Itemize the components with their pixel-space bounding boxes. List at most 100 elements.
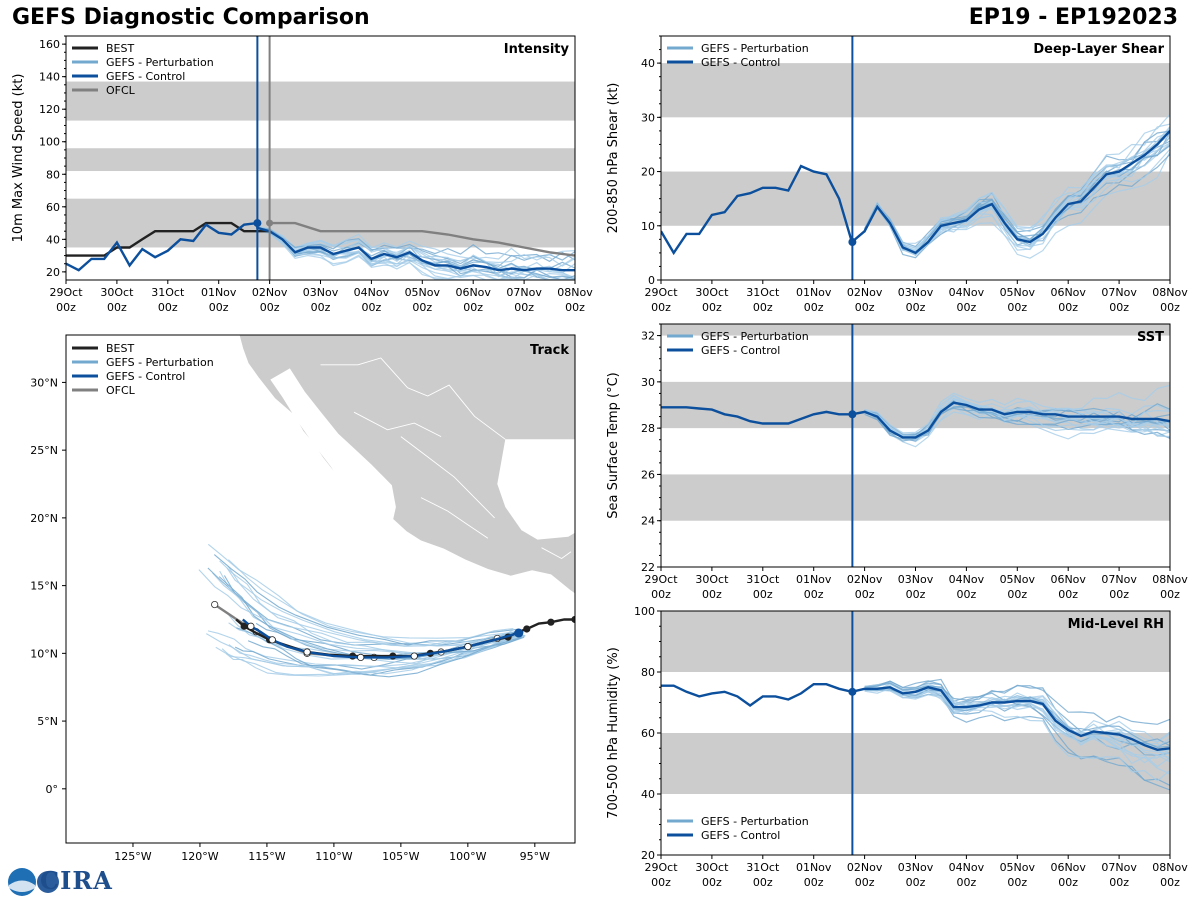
control-track-point	[303, 648, 311, 656]
sst-xtick-label: 01Nov	[796, 573, 832, 586]
intensity-xtick-label: 07Nov	[506, 286, 542, 299]
perturbation-track	[219, 570, 515, 656]
intensity-xtick-label: 29Oct	[49, 286, 83, 299]
rh-band-0	[661, 733, 1170, 794]
intensity-perturbation-line	[257, 225, 575, 277]
sst-xtick-sublabel: 00z	[1007, 588, 1027, 601]
sst-xtick-sublabel: 00z	[957, 588, 977, 601]
sst-ytick-label: 28	[641, 422, 655, 435]
sst-gefs-control-line	[661, 401, 1170, 439]
intensity-xtick-sublabel: 00z	[311, 301, 331, 314]
shear-ytick-label: 0	[648, 274, 655, 287]
sst-perturbation-line	[864, 403, 1170, 439]
shear-xtick-label: 02Nov	[847, 286, 883, 299]
shear-panel: 0 10 20 30 40 29Oct 00z 30Oct 00z 31Oct 00z 01Nov 00…	[606, 35, 1188, 314]
rh-ytick-label: 80	[641, 666, 655, 679]
sst-legend-label: GEFS - Control	[701, 344, 780, 357]
control-track-start	[514, 628, 524, 638]
rh-xtick-label: 30Oct	[695, 861, 729, 874]
track-legend-label: GEFS - Perturbation	[106, 356, 214, 369]
rh-plot-area	[661, 611, 1170, 855]
shear-xtick-sublabel: 00z	[957, 301, 977, 314]
intensity-ylabel: 10m Max Wind Speed (kt)	[11, 74, 26, 243]
sst-ytick-label: 26	[641, 468, 655, 481]
intensity-ofcl-init-point	[266, 219, 274, 227]
shear-xtick-label: 07Nov	[1101, 286, 1137, 299]
rh-perturbation-line	[864, 688, 1170, 749]
rh-xtick-label: 08Nov	[1152, 861, 1188, 874]
sst-xtick-sublabel: 00z	[702, 588, 722, 601]
state-border	[357, 357, 506, 440]
rh-perturbation-line	[864, 684, 1170, 743]
rh-band-1	[661, 611, 1170, 672]
shear-xtick-label: 30Oct	[695, 286, 729, 299]
intensity-xtick-sublabel: 00z	[107, 301, 127, 314]
shear-ytick-label: 30	[641, 111, 655, 124]
rh-xtick-label: 03Nov	[898, 861, 934, 874]
intensity-xtick-label: 30Oct	[100, 286, 134, 299]
sst-xtick-label: 07Nov	[1101, 573, 1137, 586]
sst-band-2	[661, 324, 1170, 336]
rh-xtick-sublabel: 00z	[753, 876, 773, 889]
rh-perturbation-line	[864, 682, 1170, 752]
track-legend-label: BEST	[106, 342, 134, 355]
intensity-xtick-label: 05Nov	[405, 286, 441, 299]
intensity-xtick-sublabel: 00z	[209, 301, 229, 314]
globe-icon	[37, 871, 59, 893]
gulf-of-mexico	[497, 439, 575, 540]
track-title: Track	[530, 343, 569, 358]
sst-xtick-sublabel: 00z	[651, 588, 671, 601]
shear-legend-label: GEFS - Control	[701, 56, 780, 69]
intensity-band-2	[66, 81, 575, 121]
state-border	[353, 411, 442, 438]
track-xtick-label: 120°W	[181, 850, 218, 863]
track-ytick-label: 5°N	[37, 715, 58, 728]
sst-xtick-label: 04Nov	[949, 573, 985, 586]
intensity-legend-label: GEFS - Perturbation	[106, 56, 214, 69]
shear-xtick-label: 06Nov	[1050, 286, 1086, 299]
intensity-xtick-sublabel: 00z	[260, 301, 280, 314]
rh-perturbation-line	[864, 687, 1170, 748]
storm-id: EP19 - EP192023	[968, 5, 1178, 30]
sst-xtick-label: 03Nov	[898, 573, 934, 586]
rh-xtick-sublabel: 00z	[1058, 876, 1078, 889]
shear-xtick-sublabel: 00z	[753, 301, 773, 314]
intensity-perturbation-line	[257, 228, 575, 267]
rh-perturbation-line	[864, 680, 1170, 747]
rh-xtick-sublabel: 00z	[702, 876, 722, 889]
control-track-point	[410, 652, 418, 660]
sst-init-point	[848, 410, 857, 419]
track-xtick-label: 125°W	[114, 850, 151, 863]
track-xtick-label: 105°W	[382, 850, 419, 863]
intensity-xtick-sublabel: 00z	[362, 301, 382, 314]
perturbation-track	[228, 559, 525, 639]
rh-xtick-sublabel: 00z	[804, 876, 824, 889]
sst-ytick-label: 30	[641, 376, 655, 389]
shear-xtick-label: 29Oct	[644, 286, 678, 299]
perturbation-track	[198, 569, 514, 647]
intensity-band-1	[66, 148, 575, 172]
shear-gefs-control-line	[661, 130, 1170, 256]
track-ytick-label: 15°N	[30, 580, 58, 593]
track-ytick-label: 0°	[46, 783, 59, 796]
sst-xtick-label: 05Nov	[1000, 573, 1036, 586]
track-ytick-label: 10°N	[30, 647, 58, 660]
shear-xtick-sublabel: 00z	[1160, 301, 1180, 314]
track-xtick-label: 95°W	[520, 850, 550, 863]
intensity-legend-label: OFCL	[106, 84, 136, 97]
intensity-ytick-label: 140	[39, 71, 60, 84]
intensity-xtick-label: 03Nov	[303, 286, 339, 299]
sst-legend-label: GEFS - Perturbation	[701, 330, 809, 343]
sst-xtick-sublabel: 00z	[1160, 588, 1180, 601]
intensity-xtick-label: 31Oct	[151, 286, 185, 299]
rh-xtick-sublabel: 00z	[651, 876, 671, 889]
intensity-panel: 20 40 60 80 100 120 140 160 29Oct 00z 30Oct 00z 31Oc…	[11, 35, 593, 314]
shear-xtick-label: 31Oct	[746, 286, 780, 299]
track-legend-label: OFCL	[106, 384, 136, 397]
intensity-ytick-label: 160	[39, 38, 60, 51]
sst-xtick-label: 30Oct	[695, 573, 729, 586]
control-track-point	[357, 653, 365, 662]
shear-xtick-label: 03Nov	[898, 286, 934, 299]
perturbation-track	[207, 543, 518, 647]
